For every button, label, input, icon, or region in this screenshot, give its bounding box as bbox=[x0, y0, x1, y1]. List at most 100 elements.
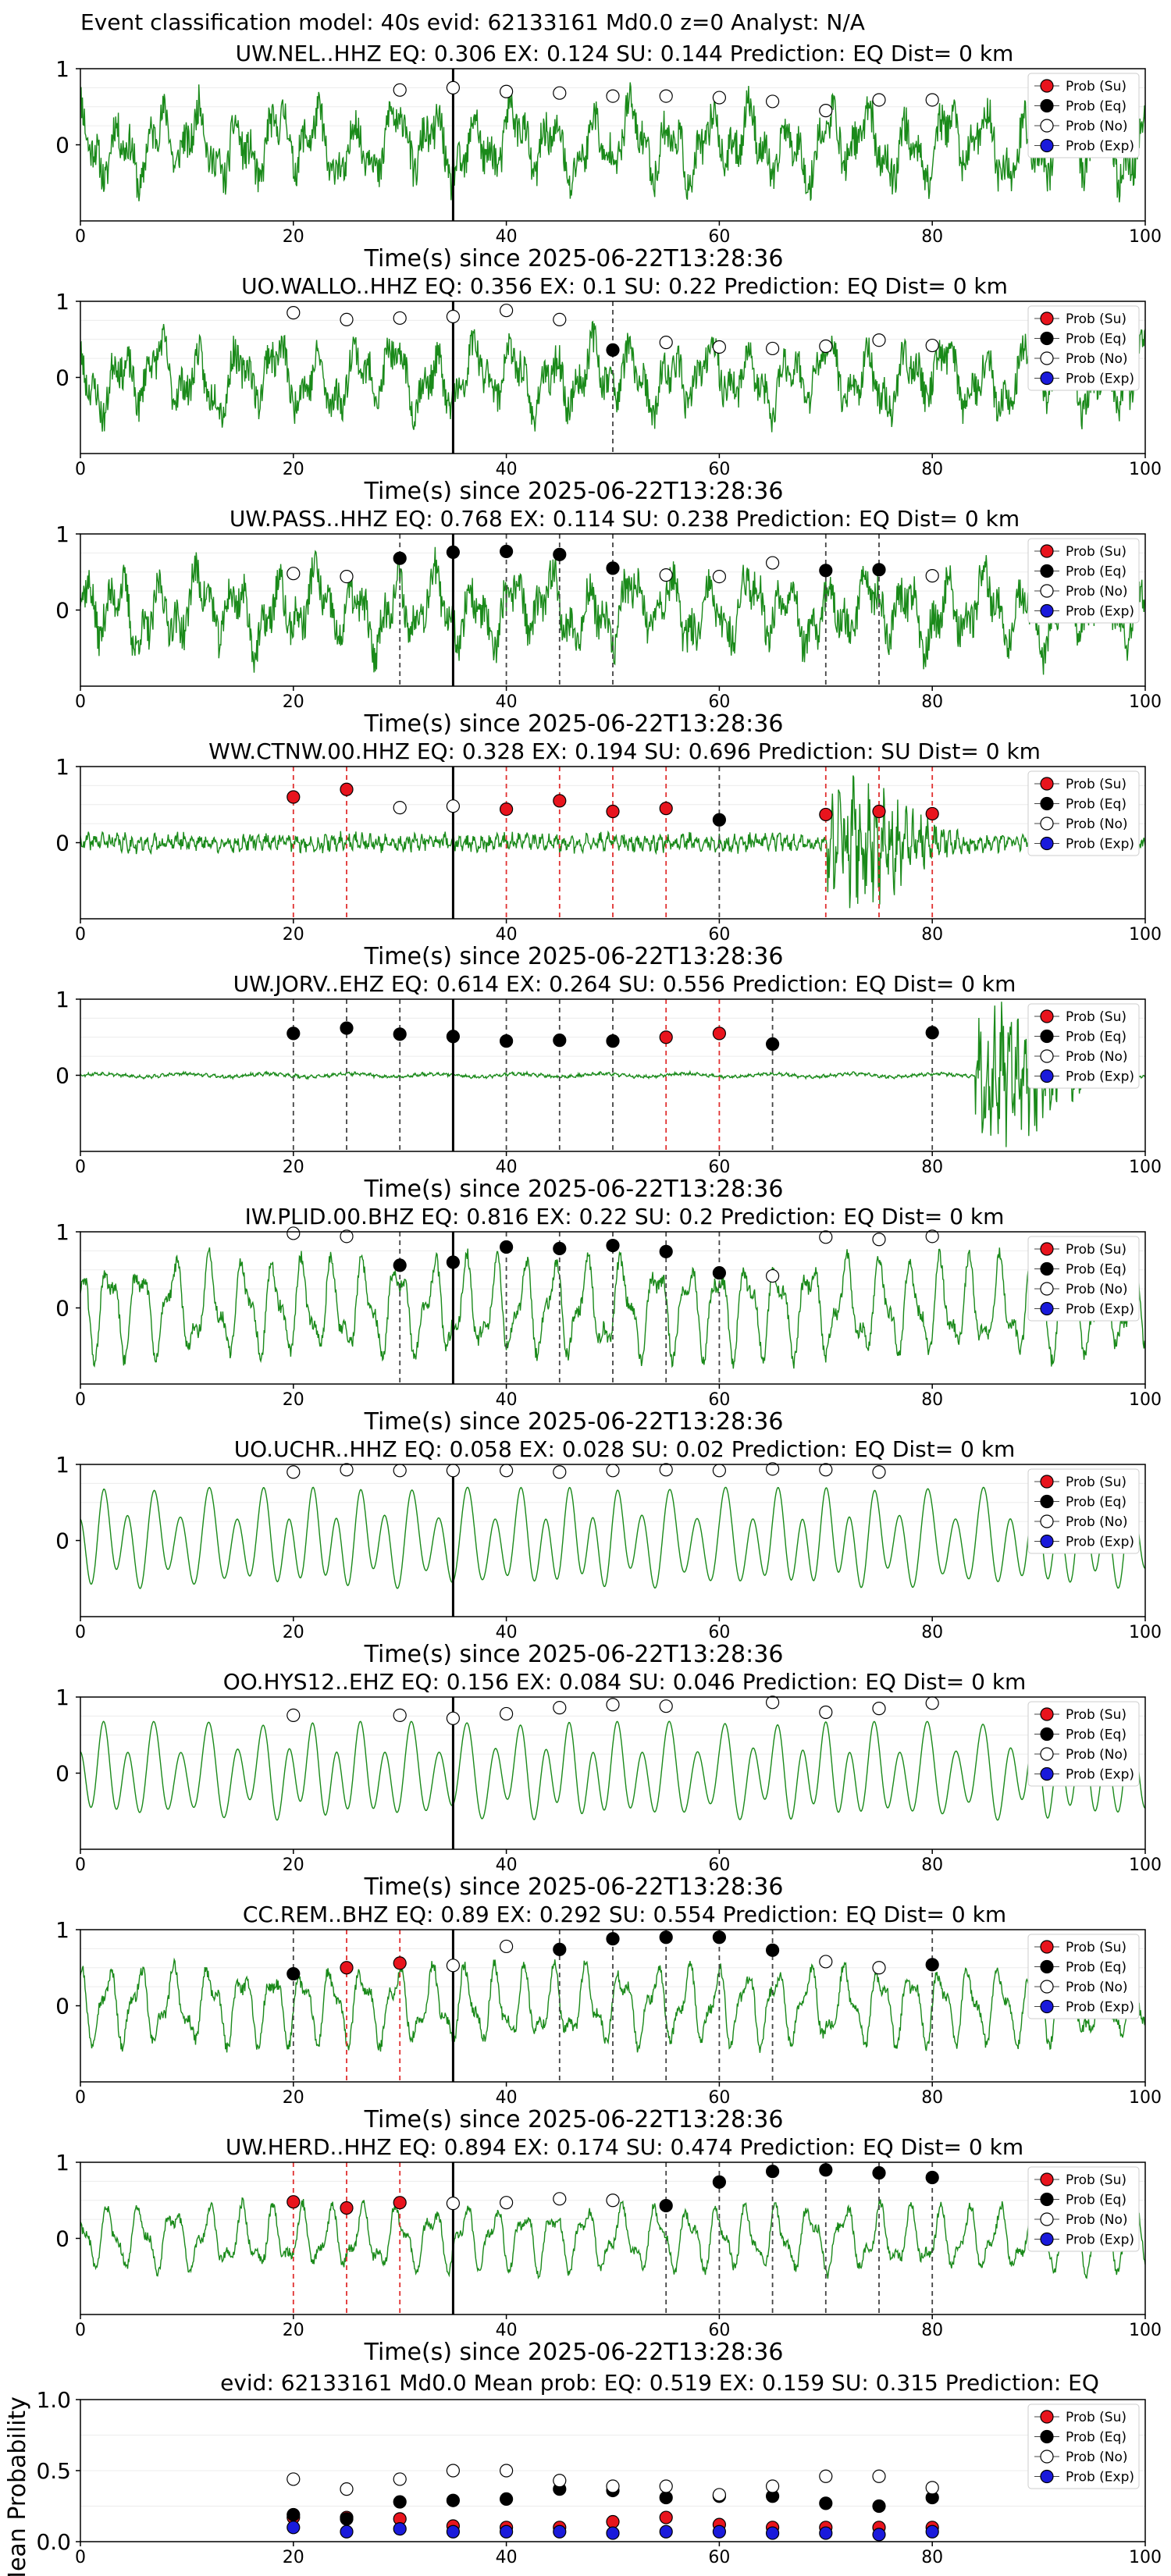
prob-point-su bbox=[712, 1026, 727, 1041]
legend-frame bbox=[1027, 73, 1140, 158]
panel-title: UO.UCHR..HHZ EQ: 0.058 EX: 0.028 SU: 0.0… bbox=[234, 1436, 1016, 1462]
x-tick-label: 40 bbox=[496, 692, 518, 712]
y-tick-label: 1 bbox=[55, 521, 69, 547]
y-tick-label: 0.5 bbox=[36, 2458, 71, 2484]
panel-legend: Prob (Su) Prob (Eq) Prob (No) Prob (Exp) bbox=[1027, 538, 1140, 624]
legend-marker bbox=[1040, 1727, 1054, 1742]
legend-marker bbox=[1040, 371, 1054, 386]
prob-point-no bbox=[712, 1464, 727, 1478]
prob-point-eq bbox=[765, 1943, 780, 1957]
legend-label: Prob (Eq) bbox=[1066, 797, 1127, 813]
mean-prob-point-eq bbox=[393, 2495, 407, 2509]
prob-point-no bbox=[606, 89, 620, 103]
panel-title: IW.PLID.00.BHZ EQ: 0.816 EX: 0.22 SU: 0.… bbox=[245, 1204, 1005, 1229]
legend-label: Prob (No) bbox=[1066, 1514, 1128, 1530]
legend-label: Prob (Su) bbox=[1066, 1940, 1127, 1955]
legend-marker bbox=[1040, 1301, 1054, 1316]
prob-point-eq bbox=[606, 561, 620, 575]
legend-frame bbox=[1027, 1468, 1140, 1554]
legend-marker bbox=[1040, 1940, 1054, 1954]
prob-point-no bbox=[446, 1711, 461, 1725]
x-tick-label: 80 bbox=[921, 1623, 943, 1642]
legend-marker bbox=[1040, 119, 1054, 133]
y-tick-label: 1 bbox=[55, 289, 69, 315]
mean-prob-point-no bbox=[499, 2464, 514, 2478]
x-tick-label: 0 bbox=[75, 1623, 86, 1642]
mean-prob-point-exp bbox=[553, 2524, 567, 2539]
x-axis-label: Time(s) since 2025-06-22T13:28:36 bbox=[364, 245, 784, 272]
station-panel: UW.NEL..HHZ EQ: 0.306 EX: 0.124 SU: 0.14… bbox=[55, 41, 1162, 272]
y-axis-label: Mean Probability bbox=[4, 2396, 31, 2576]
legend-marker bbox=[1040, 138, 1054, 153]
legend-marker bbox=[1040, 1029, 1054, 1044]
waveform-trace bbox=[80, 2197, 1145, 2280]
prob-point-su bbox=[819, 807, 833, 822]
legend-frame bbox=[1027, 770, 1140, 856]
x-tick-label: 80 bbox=[921, 1158, 943, 1177]
prob-point-eq bbox=[287, 1966, 301, 1981]
x-tick-label: 40 bbox=[496, 1390, 518, 1410]
legend-marker bbox=[1040, 777, 1054, 791]
x-tick-label: 60 bbox=[708, 1390, 730, 1410]
mean-prob-point-exp bbox=[393, 2522, 407, 2536]
x-tick-label: 80 bbox=[921, 460, 943, 479]
prob-point-no bbox=[287, 1708, 301, 1722]
legend-label: Prob (Su) bbox=[1066, 777, 1127, 792]
prob-point-no bbox=[553, 86, 567, 100]
prob-point-no bbox=[872, 93, 886, 107]
prob-point-eq bbox=[872, 2166, 886, 2180]
prob-point-no bbox=[765, 341, 780, 356]
y-tick-label: 0 bbox=[55, 1063, 69, 1089]
legend-label: Prob (Su) bbox=[1066, 2172, 1127, 2188]
figure-title: Event classification model: 40s evid: 62… bbox=[80, 9, 865, 35]
prob-point-no bbox=[659, 89, 673, 103]
x-tick-label: 60 bbox=[708, 1623, 730, 1642]
legend-marker bbox=[1040, 564, 1054, 578]
prob-point-no bbox=[446, 309, 461, 324]
prob-point-su bbox=[499, 802, 514, 817]
legend-marker bbox=[1040, 603, 1054, 618]
legend-label: Prob (Exp) bbox=[1066, 1069, 1134, 1085]
prob-point-eq bbox=[553, 1241, 567, 1256]
legend-marker bbox=[1040, 817, 1054, 831]
prob-point-no bbox=[287, 1465, 301, 1479]
legend-label: Prob (No) bbox=[1066, 1980, 1128, 1995]
x-tick-label: 100 bbox=[1129, 1390, 1162, 1410]
prob-point-su bbox=[393, 1956, 407, 1970]
mean-prob-point-no bbox=[393, 2472, 407, 2486]
legend-frame bbox=[1027, 305, 1140, 391]
x-tick-label: 60 bbox=[708, 227, 730, 247]
legend-label: Prob (Exp) bbox=[1066, 837, 1134, 852]
legend-marker bbox=[1040, 1282, 1054, 1296]
mean-prob-point-no bbox=[925, 2481, 939, 2495]
prob-point-su bbox=[659, 802, 673, 816]
mean-prob-point-no bbox=[765, 2479, 780, 2493]
prob-point-eq bbox=[340, 1021, 354, 1035]
prob-point-eq bbox=[287, 1026, 301, 1041]
legend-label: Prob (Exp) bbox=[1066, 2000, 1134, 2016]
x-axis-label: Time(s) since 2025-06-22T13:28:36 bbox=[364, 2106, 784, 2133]
legend-marker bbox=[1040, 1707, 1054, 1721]
prob-point-no bbox=[925, 338, 939, 353]
x-axis-label: Time(s) since 2025-06-22T13:28:36 bbox=[364, 1873, 784, 1901]
legend-label: Prob (No) bbox=[1066, 1747, 1128, 1763]
x-tick-label: 100 bbox=[1129, 460, 1162, 479]
legend-label: Prob (Eq) bbox=[1066, 1262, 1127, 1278]
prob-point-eq bbox=[925, 1026, 939, 1040]
x-tick-label: 60 bbox=[708, 925, 730, 945]
legend-marker bbox=[1040, 2450, 1054, 2464]
x-tick-label: 20 bbox=[283, 2088, 304, 2108]
legend-marker bbox=[1040, 2232, 1054, 2247]
mean-prob-point-no bbox=[553, 2474, 567, 2488]
mean-prob-point-no bbox=[287, 2472, 301, 2486]
legend-label: Prob (Exp) bbox=[1066, 2470, 1134, 2485]
x-tick-label: 20 bbox=[283, 1158, 304, 1177]
x-tick-label: 100 bbox=[1129, 1158, 1162, 1177]
mean-prob-point-eq bbox=[446, 2493, 461, 2507]
x-tick-label: 80 bbox=[921, 1390, 943, 1410]
x-tick-label: 0 bbox=[75, 2088, 86, 2108]
legend-label: Prob (Eq) bbox=[1066, 564, 1127, 580]
station-panel: UW.PASS..HHZ EQ: 0.768 EX: 0.114 SU: 0.2… bbox=[55, 506, 1162, 738]
prob-point-no bbox=[925, 93, 939, 107]
legend-label: Prob (Eq) bbox=[1066, 1030, 1127, 1045]
